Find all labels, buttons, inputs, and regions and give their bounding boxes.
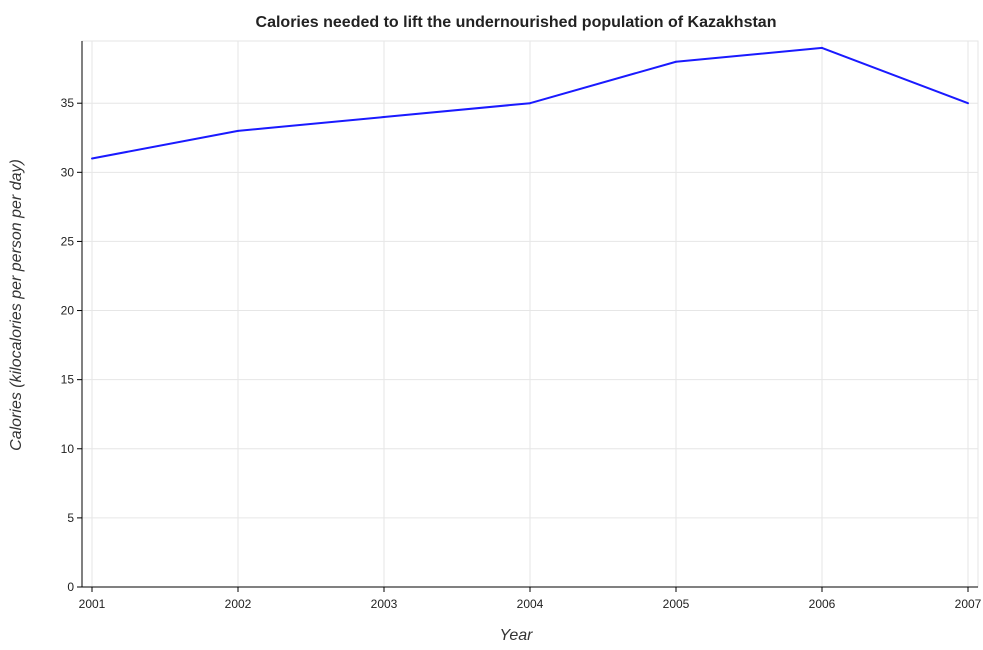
- x-tick-label: 2007: [955, 597, 982, 611]
- y-tick-label: 20: [61, 304, 75, 318]
- x-tick-label: 2003: [371, 597, 398, 611]
- data-point: [675, 60, 677, 63]
- y-axis-label: Calories (kilocalories per person per da…: [8, 159, 25, 451]
- tick-labels: 0 5 10 15 20 25 30 35 2001 2002 2003 2004 2005 2006 20…: [61, 96, 982, 611]
- data-point: [967, 102, 969, 105]
- data-point: [383, 116, 385, 119]
- x-tick-label: 2004: [517, 597, 544, 611]
- y-tick-label: 30: [61, 165, 75, 179]
- x-tick-label: 2001: [79, 597, 106, 611]
- y-tick-label: 35: [61, 96, 75, 110]
- data-point: [91, 157, 93, 160]
- grid: [81, 40, 979, 588]
- axes: [77, 41, 978, 592]
- y-tick-label: 25: [61, 234, 75, 248]
- x-axis-label: Year: [500, 627, 534, 644]
- y-tick-label: 0: [67, 580, 74, 594]
- x-tick-label: 2006: [809, 597, 836, 611]
- y-tick-label: 5: [67, 511, 74, 525]
- y-tick-label: 10: [61, 442, 75, 456]
- data-point: [821, 46, 823, 49]
- series: [91, 46, 969, 160]
- data-point: [529, 102, 531, 105]
- x-tick-label: 2002: [225, 597, 252, 611]
- data-point: [237, 129, 239, 132]
- x-tick-label: 2005: [663, 597, 690, 611]
- chart-title: Calories needed to lift the undernourish…: [256, 14, 777, 31]
- y-tick-label: 15: [61, 373, 75, 387]
